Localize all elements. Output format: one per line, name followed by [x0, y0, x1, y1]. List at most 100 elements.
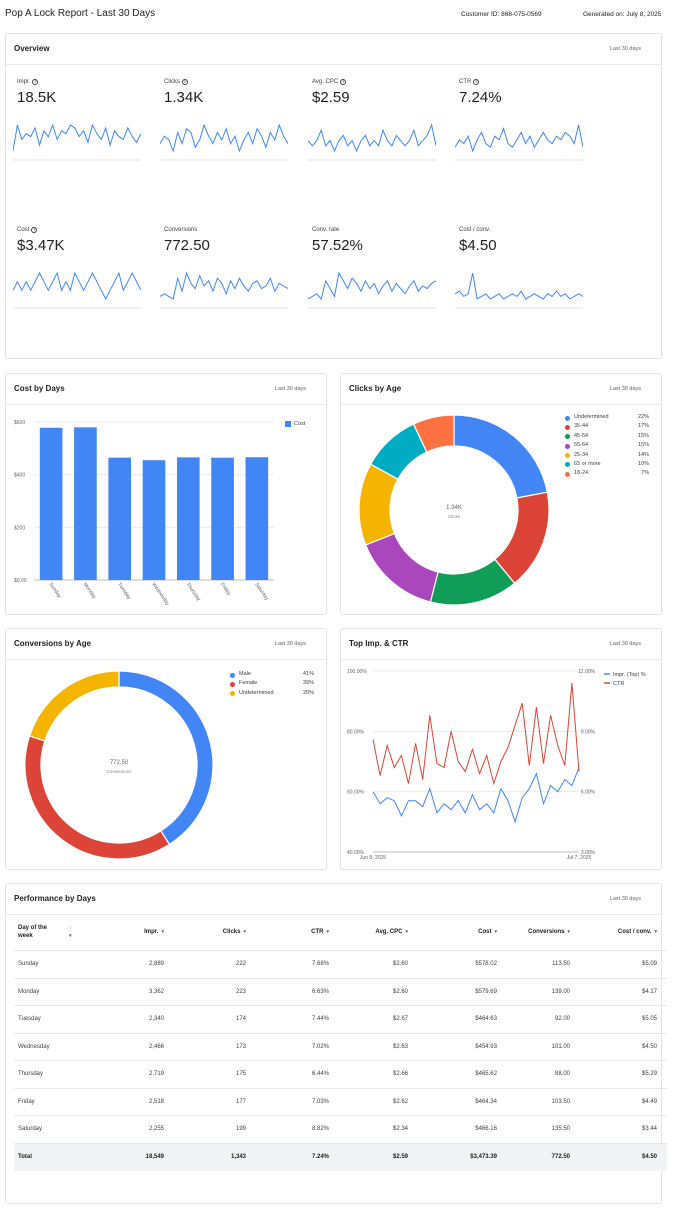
legend-item-18-24: 18-24 7% — [565, 470, 649, 479]
sparkline-conv-rate — [308, 271, 436, 309]
legend-item-45-54: 45-54 15% — [565, 433, 649, 442]
table-cell: $3,473.39 — [470, 1154, 497, 1161]
table-cell: 7.03% — [311, 1098, 329, 1105]
kpi-label-text: Conv. rate — [312, 227, 340, 233]
table-cell: 88.00 — [554, 1071, 570, 1078]
performance-title: Performance by Days — [14, 894, 96, 903]
column-header-ctr[interactable]: CTR — [311, 929, 324, 935]
table-cell: 199 — [235, 1126, 246, 1133]
help-icon[interactable]: ? — [31, 227, 38, 233]
legend-item-35-44: 35-44 17% — [565, 423, 649, 432]
legend-percent: 22% — [637, 414, 649, 420]
column-header-impr[interactable]: Impr. — [144, 929, 159, 935]
help-icon[interactable]: ? — [473, 79, 480, 85]
kpi-label-clicks: Clicks? — [164, 79, 188, 85]
table-cell: Monday — [18, 988, 40, 995]
kpi-value-conversions: 772.50 — [164, 237, 210, 254]
legend-percent: 41% — [302, 671, 314, 677]
legend-percent: 10% — [637, 460, 649, 467]
divider — [341, 659, 661, 660]
table-cell: 7.02% — [311, 1043, 329, 1050]
divider — [6, 404, 326, 405]
legend-percent: 14% — [637, 451, 649, 458]
table-cell: $2.66 — [392, 1071, 408, 1078]
clicks-by-age-range: Last 30 days — [609, 386, 641, 392]
legend-item-undetermined: Undetermined 22% — [565, 414, 649, 423]
table-cell: $464.63 — [475, 1016, 497, 1023]
table-cell: 174 — [235, 1016, 246, 1023]
table-cell: 772.50 — [551, 1154, 570, 1161]
kpi-value-avg-cpc: $2.59 — [312, 89, 350, 106]
column-header-clicks[interactable]: Clicks — [222, 929, 241, 935]
legend-label: 35-44 — [574, 423, 589, 430]
performance-card: Performance by Days Last 30 days Day of … — [5, 883, 667, 1204]
table-cell: 2,340 — [148, 1016, 164, 1023]
table-cell: 7.44% — [311, 1016, 329, 1023]
help-icon[interactable]: ? — [32, 79, 39, 85]
help-icon[interactable]: ? — [182, 79, 188, 85]
sort-arrow-icon[interactable]: ▾ — [567, 929, 570, 935]
column-header-avg-cpc[interactable]: Avg. CPC — [375, 929, 403, 935]
table-cell: 173 — [235, 1043, 246, 1050]
divider — [6, 64, 661, 65]
sparkline-clicks — [160, 123, 288, 161]
kpi-label-impr: Impr.? — [17, 79, 39, 85]
slice-55-64 — [364, 532, 439, 603]
bar-friday — [211, 457, 234, 580]
sort-arrow-icon[interactable]: ▾ — [494, 929, 497, 935]
column-header-conversions[interactable]: Conversions — [528, 929, 565, 935]
x-tick-label: Saturday — [253, 582, 270, 602]
column-header-cost[interactable]: Cost — [478, 929, 492, 935]
clicks-by-age-card: Clicks by Age Last 30 days 1.34K Clicks U… — [340, 373, 662, 615]
legend-item-male: Male 41% — [230, 671, 314, 680]
cost-by-days-title: Cost by Days — [14, 384, 65, 393]
table-cell: 1,343 — [230, 1154, 246, 1161]
overview-range: Last 30 days — [609, 46, 641, 52]
conversions-donut-chart: 772.50 Conversions — [24, 670, 214, 860]
table-cell: $2.67 — [392, 1016, 408, 1023]
donut-center-label: Clicks — [448, 514, 461, 519]
overview-card: Overview Last 30 days Impr.? 18.5K Clicks?… — [5, 33, 662, 359]
performance-range: Last 30 days — [609, 896, 641, 902]
sort-arrow-icon[interactable]: ▾ — [243, 929, 246, 935]
table-row: Tuesday 2,340 174 7.44% $2.67 $464.63 92.00 $5.… — [14, 1006, 667, 1034]
sort-arrow-icon[interactable]: ▾ — [654, 929, 657, 935]
legend-label: 45-54 — [574, 432, 589, 439]
top-imp-ctr-range: Last 30 days — [609, 641, 641, 647]
kpi-label-text: Cost — [17, 227, 30, 233]
kpi-label-ctr: CTR? — [459, 79, 480, 85]
help-icon[interactable]: ? — [340, 79, 347, 85]
sort-arrow-icon[interactable]: ▾ — [405, 929, 408, 935]
legend-label-impr-top: Impr. (Top) % — [613, 672, 646, 678]
slice-undetermined — [28, 670, 120, 742]
column-header-cost-conv[interactable]: Cost / conv. — [617, 929, 652, 935]
bar-monday — [74, 427, 97, 580]
sort-arrow-icon[interactable]: ▾ — [326, 929, 329, 935]
table-cell: $465.62 — [475, 1071, 497, 1078]
table-row: Saturday 2,255 199 8.82% $2.34 $466.16 135.50 $… — [14, 1116, 667, 1144]
table-cell: $464.34 — [475, 1098, 497, 1105]
conversions-by-age-range: Last 30 days — [274, 641, 306, 647]
kpi-value-conv-rate: 57.52% — [312, 237, 363, 254]
legend-label: 55-64 — [574, 442, 589, 449]
table-cell: Thursday — [18, 1071, 44, 1078]
column-header-day-of-the-week[interactable]: Day of the week — [18, 925, 48, 939]
legend-dot — [565, 443, 570, 449]
table-cell: 3,362 — [148, 988, 164, 995]
table-total-row: Total 18,549 1,343 7.24% $2.59 $3,473.39 772.5… — [14, 1143, 667, 1171]
table-cell: 2,889 — [148, 961, 164, 968]
table-cell: 223 — [235, 988, 246, 995]
table-cell: 2,518 — [148, 1098, 164, 1105]
report-header: Pop A Lock Report - Last 30 Days Custome… — [0, 0, 673, 30]
table-cell: 135.50 — [551, 1126, 570, 1133]
top-imp-ctr-title: Top Imp. & CTR — [349, 639, 409, 648]
table-cell: Tuesday — [18, 1016, 41, 1023]
kpi-label-text: Conversions — [164, 227, 198, 233]
legend-dot — [230, 672, 235, 678]
table-cell: 7.68% — [311, 961, 329, 968]
table-cell: $2.34 — [392, 1126, 408, 1133]
table-cell: $2.62 — [392, 1098, 408, 1105]
table-cell: $2.59 — [392, 1154, 408, 1161]
sort-arrows-icon[interactable]: ↑ ▾ — [69, 925, 72, 939]
sort-arrow-icon[interactable]: ▾ — [161, 929, 164, 935]
